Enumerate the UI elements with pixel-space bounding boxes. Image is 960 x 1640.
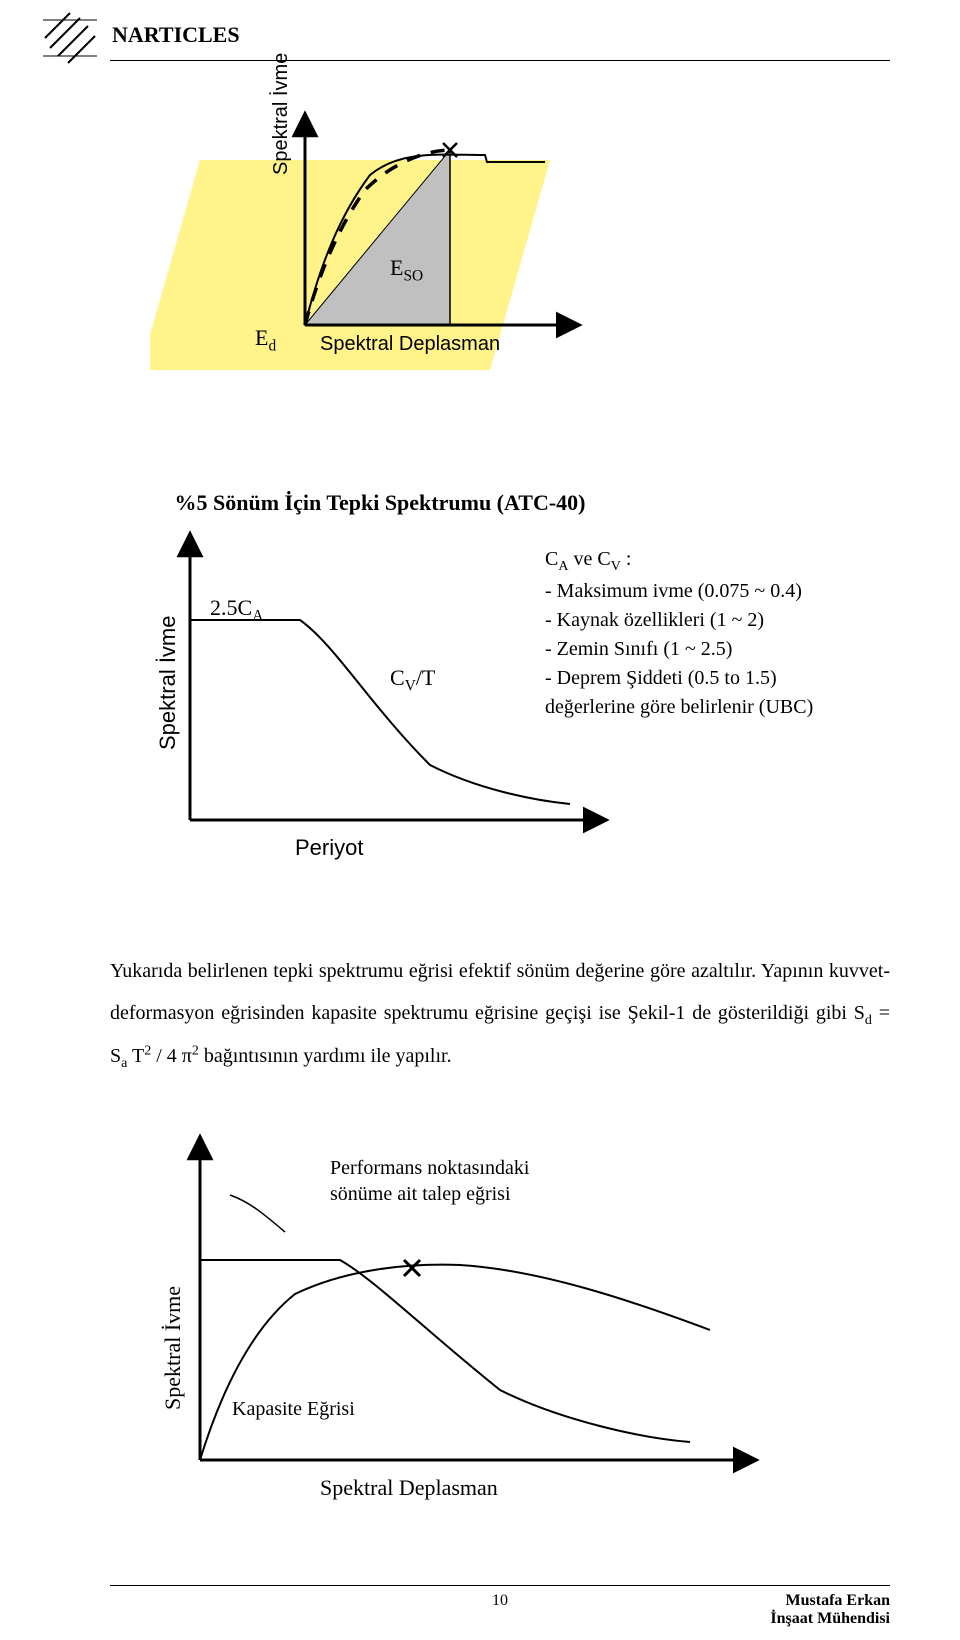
fig1-inset-label: ESO — [390, 255, 423, 285]
figure-response-spectrum: %5 Sönüm İçin Tepki Spektrumu (ATC-40) S… — [130, 490, 890, 870]
fig2-curve-label: CV/T — [390, 665, 435, 695]
figure-capacity-demand: Spektral İvme Spektral Deplasman Perform… — [130, 1120, 830, 1520]
fig2-legend-line: - Deprem Şiddeti (0.5 to 1.5) — [545, 664, 813, 693]
page-header: NARTICLES — [110, 20, 890, 61]
fig3-capacity-label: Kapasite Eğrisi — [232, 1398, 355, 1421]
fig2-legend-intro: CA ve CV : — [545, 545, 813, 577]
fig3-y-axis-label: Spektral İvme — [160, 1286, 186, 1410]
fig1-y-axis-label: Spektral İvme — [270, 53, 293, 175]
fig2-legend: CA ve CV : - Maksimum ivme (0.075 ~ 0.4)… — [545, 545, 813, 722]
logo-diagonal-lines-icon — [40, 8, 100, 68]
fig2-title: %5 Sönüm İçin Tepki Spektrumu (ATC-40) — [130, 490, 630, 516]
fig2-legend-line: - Zemin Sınıfı (1 ~ 2.5) — [545, 635, 813, 664]
fig2-legend-line: - Maksimum ivme (0.075 ~ 0.4) — [545, 577, 813, 606]
fig1-x-axis-label: Spektral Deplasman — [320, 333, 500, 356]
fig2-plateau-label: 2.5CA — [210, 595, 263, 625]
fig3-demand-label: Performans noktasındaki sönüme ait talep… — [330, 1155, 529, 1207]
header-title: NARTICLES — [112, 22, 240, 48]
body-paragraph: Yukarıda belirlenen tepki spektrumu eğri… — [110, 950, 890, 1079]
fig1-outer-label: Ed — [255, 325, 276, 355]
fig3-x-axis-label: Spektral Deplasman — [320, 1475, 498, 1501]
fig2-y-axis-label: Spektral İvme — [155, 616, 181, 751]
fig2-legend-line: değerlerine göre belirlenir (UBC) — [545, 693, 813, 722]
fig2-legend-line: - Kaynak özellikleri (1 ~ 2) — [545, 606, 813, 635]
page-footer: 10 Mustafa Erkan İnşaat Mühendisi — [110, 1585, 890, 1610]
fig2-x-axis-label: Periyot — [295, 835, 363, 861]
figure-spectral-deplasman-inset: Spektral İvme Spektral Deplasman ESO Ed — [150, 100, 750, 420]
footer-author: Mustafa Erkan İnşaat Mühendisi — [770, 1592, 890, 1628]
